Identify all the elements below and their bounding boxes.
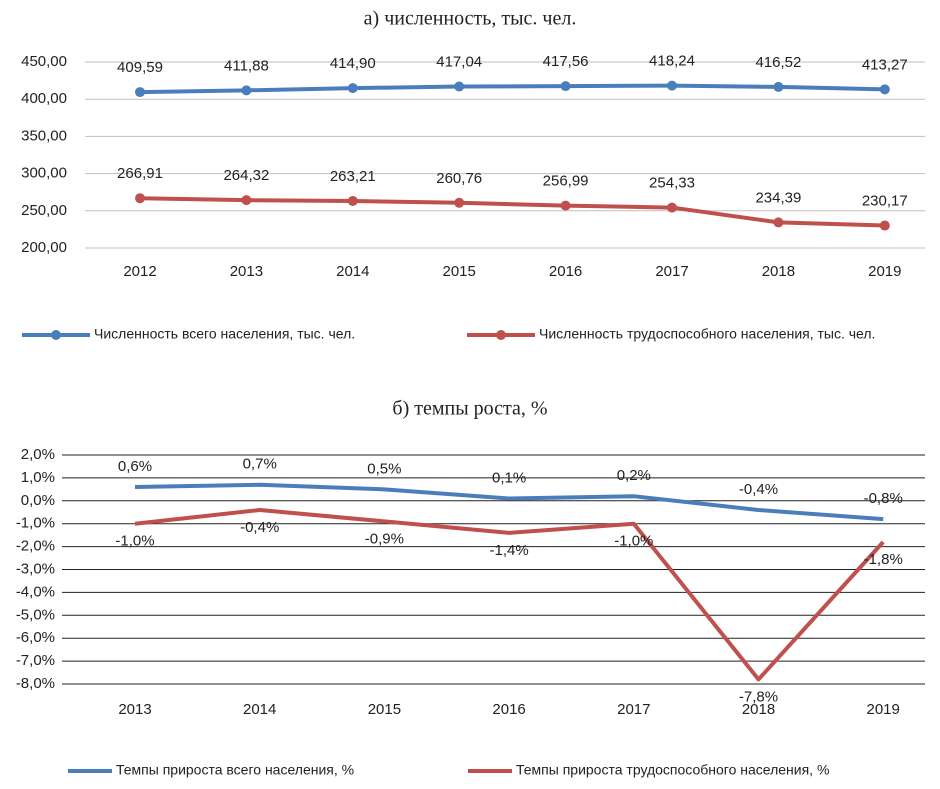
legend-marker: [496, 330, 506, 340]
x-tick-label: 2018: [742, 701, 775, 718]
point: [454, 197, 465, 208]
series-line: [139, 196, 885, 228]
data-label: 416,52: [755, 54, 801, 71]
data-label: -0,4%: [739, 481, 778, 498]
data-label: 417,04: [436, 53, 482, 70]
y-tick-label: -8,0%: [16, 675, 55, 692]
y-tick-label: 0,0%: [21, 492, 55, 509]
data-label: -1,0%: [115, 533, 154, 550]
legend-label: Темпы прироста трудоспособного населения…: [516, 762, 829, 778]
series-line: [134, 482, 884, 522]
y-tick-label: 400,00: [21, 90, 67, 107]
data-label: 418,24: [649, 53, 695, 70]
point: [667, 202, 677, 213]
y-tick-label: -6,0%: [16, 629, 55, 646]
y-tick-label: 2,0%: [21, 446, 55, 463]
data-label: 230,17: [862, 193, 908, 210]
x-tick-label: 2019: [867, 701, 900, 718]
point: [135, 87, 145, 98]
series-line: [139, 83, 885, 95]
legend-label: Численность трудоспособного населения, т…: [539, 326, 875, 342]
y-tick-label: 300,00: [21, 165, 67, 182]
legend-marker: [51, 330, 61, 340]
data-label: 0,2%: [617, 467, 651, 484]
data-label: -0,9%: [365, 530, 404, 547]
x-tick-label: 2014: [243, 701, 276, 718]
x-tick-label: 2017: [655, 263, 688, 280]
x-tick-label: 2017: [617, 701, 650, 718]
chart-title: а) численность, тыс. чел.: [364, 8, 577, 30]
y-tick-label: 450,00: [21, 53, 67, 70]
data-label: -1,8%: [864, 551, 903, 568]
data-label: 414,90: [330, 55, 376, 72]
y-tick-label: -5,0%: [16, 606, 55, 623]
data-label: 256,99: [543, 173, 589, 190]
y-tick-label: -7,0%: [16, 652, 55, 669]
x-tick-label: 2012: [123, 263, 156, 280]
x-tick-label: 2015: [368, 701, 401, 718]
x-tick-label: 2015: [443, 263, 476, 280]
legend-label: Численность всего населения, тыс. чел.: [94, 326, 355, 342]
point: [667, 80, 677, 91]
point: [241, 195, 252, 206]
data-label: 266,91: [117, 165, 163, 182]
x-tick-label: 2013: [118, 701, 151, 718]
data-label: 417,56: [543, 53, 589, 70]
data-label: -0,4%: [240, 519, 279, 536]
data-label: 234,39: [755, 189, 801, 206]
data-label: 264,32: [223, 167, 269, 184]
data-label: 0,1%: [492, 469, 526, 486]
data-label: -1,4%: [490, 542, 529, 559]
x-tick-label: 2016: [492, 701, 525, 718]
point: [879, 84, 890, 95]
data-label: -7,8%: [739, 688, 778, 705]
x-tick-label: 2018: [762, 263, 795, 280]
point: [560, 81, 571, 92]
y-tick-label: -3,0%: [16, 560, 55, 577]
data-label: 254,33: [649, 175, 695, 192]
data-label: 263,21: [330, 168, 376, 185]
data-label: -1,0%: [614, 533, 653, 550]
y-tick-label: 350,00: [21, 127, 67, 144]
point: [347, 195, 358, 206]
y-tick-label: 1,0%: [21, 469, 55, 486]
y-tick-label: 250,00: [21, 202, 67, 219]
data-label: 0,5%: [367, 460, 401, 477]
point: [879, 220, 890, 231]
y-tick-label: -4,0%: [16, 583, 55, 600]
point: [773, 217, 784, 228]
point: [454, 81, 465, 92]
data-label: 413,27: [862, 56, 908, 73]
data-label: 0,7%: [243, 456, 277, 473]
point: [560, 200, 571, 211]
x-tick-label: 2016: [549, 263, 582, 280]
point: [773, 81, 784, 92]
point: [347, 83, 358, 94]
data-label: 260,76: [436, 170, 482, 187]
legend-label: Темпы прироста всего населения, %: [116, 762, 354, 778]
y-tick-label: 200,00: [21, 239, 67, 256]
point: [135, 193, 145, 204]
data-label: -0,8%: [864, 490, 903, 507]
x-tick-label: 2014: [336, 263, 369, 280]
y-tick-label: -1,0%: [16, 515, 55, 532]
chart-title: б) темпы роста, %: [392, 398, 547, 420]
point: [241, 85, 252, 96]
series-line: [134, 507, 885, 682]
x-tick-label: 2013: [230, 263, 263, 280]
x-tick-label: 2019: [868, 263, 901, 280]
data-label: 409,59: [117, 59, 163, 76]
data-label: 411,88: [224, 57, 269, 74]
data-label: 0,6%: [118, 458, 152, 475]
y-tick-label: -2,0%: [16, 538, 55, 555]
